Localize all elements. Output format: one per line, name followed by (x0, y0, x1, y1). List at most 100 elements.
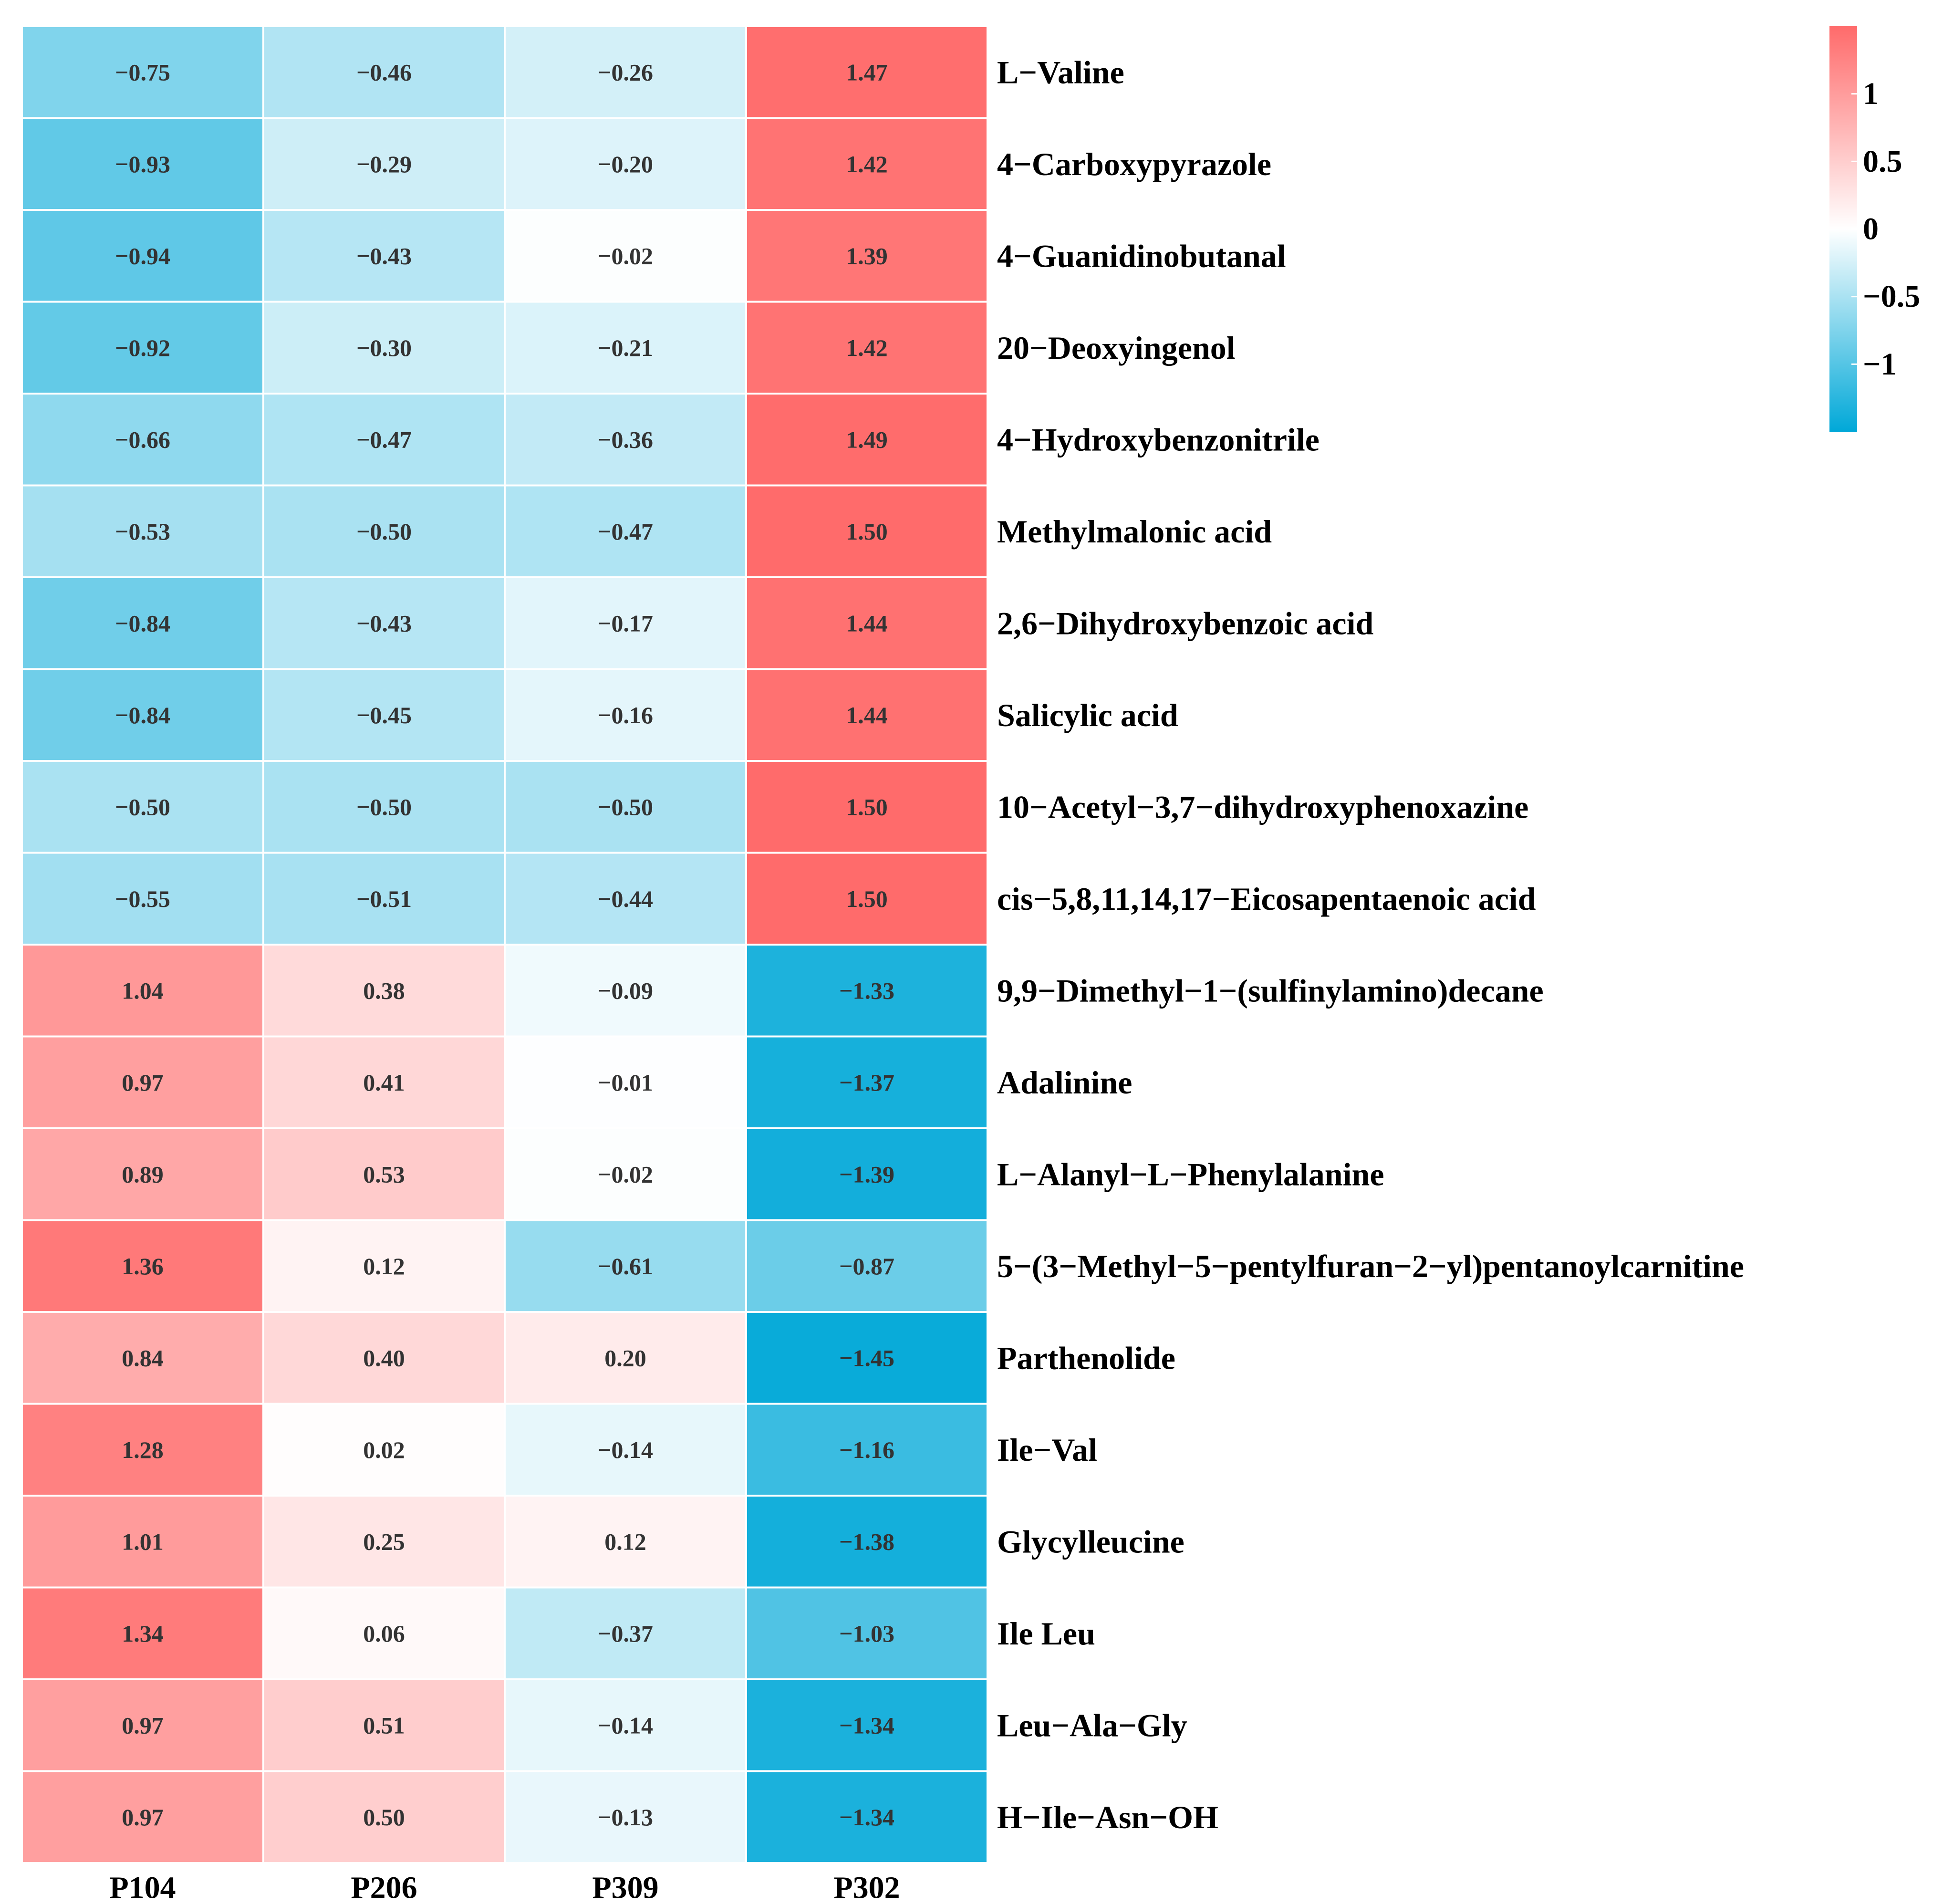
heatmap-cell (504, 1035, 747, 1129)
legend-tick-label: −0.5 (1863, 279, 1920, 314)
legend-tick-label: 0.5 (1863, 144, 1902, 179)
cell-value-label: 0.25 (363, 1528, 405, 1555)
heatmap-cell (262, 393, 506, 487)
heatmap-cell (745, 117, 988, 211)
heatmap-cell (745, 209, 988, 303)
heatmap-cell (504, 393, 747, 487)
row-label: Ile−Val (997, 1432, 1097, 1468)
cell-value-label: −0.84 (115, 610, 170, 636)
cell-value-label: −0.45 (356, 702, 412, 728)
cell-value-label: 1.50 (846, 885, 888, 912)
cell-value-label: 0.50 (363, 1804, 405, 1831)
heatmap-cell (262, 1219, 506, 1313)
cell-value-label: −0.21 (598, 334, 653, 361)
cell-value-label: 1.28 (122, 1436, 164, 1463)
cell-value-label: 0.53 (363, 1161, 405, 1187)
cell-value-label: −0.50 (356, 518, 412, 545)
heatmap-cell (21, 484, 264, 578)
row-label: Salicylic acid (997, 697, 1178, 733)
row-labels: L−Valine 4−Carboxypyrazole 4−Guanidinobuta… (997, 54, 1744, 1835)
row-label: L−Alanyl−L−Phenylalanine (997, 1156, 1384, 1192)
row-label: Adalinine (997, 1064, 1132, 1101)
heatmap-cell (504, 1311, 747, 1405)
heatmap-cell (262, 1770, 506, 1864)
cell-value-label: −0.37 (598, 1620, 653, 1647)
cell-value-label: −0.47 (598, 518, 653, 545)
row-label: Parthenolide (997, 1340, 1175, 1376)
heatmap-cell (504, 944, 747, 1038)
cell-value-label: −0.93 (115, 151, 170, 177)
row-label: 5−(3−Methyl−5−pentylfuran−2−yl)pentanoyl… (997, 1248, 1744, 1284)
column-label: P302 (833, 1871, 900, 1904)
cell-value-label: −0.16 (598, 702, 653, 728)
row-label: 4−Carboxypyrazole (997, 146, 1271, 182)
cell-value-label: −0.53 (115, 518, 170, 545)
row-label: 4−Guanidinobutanal (997, 238, 1286, 274)
row-label: Methylmalonic acid (997, 513, 1272, 550)
cell-value-label: −0.17 (598, 610, 653, 636)
cell-value-label: 1.36 (122, 1253, 164, 1280)
row-label: 9,9−Dimethyl−1−(sulfinylamino)decane (997, 972, 1544, 1009)
column-label: P206 (351, 1871, 417, 1904)
cell-value-label: 1.44 (846, 610, 888, 636)
heatmap-cell (262, 1035, 506, 1129)
cell-value-label: 0.84 (122, 1344, 164, 1371)
heatmap-cell (504, 576, 747, 670)
cell-value-label: −0.01 (598, 1069, 653, 1096)
heatmap-cell (745, 25, 988, 119)
heatmap-cell (745, 484, 988, 578)
cell-value-label: 1.42 (846, 334, 888, 361)
cell-value-label: 1.50 (846, 793, 888, 820)
cell-value-label: −0.75 (115, 59, 170, 85)
heatmap-cell (745, 1678, 988, 1772)
heatmap-cell (262, 1586, 506, 1680)
cell-value-label: −1.34 (839, 1804, 894, 1831)
row-label: 20−Deoxyingenol (997, 330, 1236, 366)
cell-value-label: −0.47 (356, 426, 412, 453)
heatmap-cell (745, 393, 988, 487)
cell-value-label: −0.29 (356, 151, 412, 177)
row-label: 2,6−Dihydroxybenzoic acid (997, 605, 1373, 641)
heatmap-cell (262, 1678, 506, 1772)
heatmap-cell (21, 1403, 264, 1497)
cell-value-label: −0.46 (356, 59, 412, 85)
heatmap-cell (21, 1035, 264, 1129)
cell-value-label: −1.34 (839, 1712, 894, 1738)
legend-tick-label: −1 (1863, 347, 1897, 382)
cell-value-label: 1.47 (846, 59, 888, 85)
heatmap-cell (504, 484, 747, 578)
cell-value-label: 0.40 (363, 1344, 405, 1371)
heatmap-cell (745, 760, 988, 854)
cell-value-label: 0.12 (604, 1528, 646, 1555)
column-labels: P104 P206 P309 P302 (109, 1871, 900, 1904)
cell-value-label: −1.38 (839, 1528, 894, 1555)
cell-value-label: 0.38 (363, 977, 405, 1004)
cell-value-label: 1.44 (846, 702, 888, 728)
heatmap-cell (262, 852, 506, 946)
cell-value-label: −0.09 (598, 977, 653, 1004)
cell-value-label: −0.30 (356, 334, 412, 361)
cell-value-label: −0.84 (115, 702, 170, 728)
row-label: 10−Acetyl−3,7−dihydroxyphenoxazine (997, 789, 1528, 825)
cell-value-label: −0.26 (598, 59, 653, 85)
column-label: P309 (592, 1871, 658, 1904)
heatmap-cell (745, 301, 988, 395)
heatmap-cell (262, 1495, 506, 1589)
heatmap-cell (262, 944, 506, 1038)
cell-value-label: 0.51 (363, 1712, 405, 1738)
heatmap-cell (745, 1495, 988, 1589)
cell-value-label: −0.50 (598, 793, 653, 820)
row-label: H−Ile−Asn−OH (997, 1799, 1218, 1835)
cell-value-label: −0.36 (598, 426, 653, 453)
heatmap-cell (504, 1219, 747, 1313)
heatmap-cell (262, 117, 506, 211)
heatmap-cell (21, 1127, 264, 1221)
row-label: L−Valine (997, 54, 1124, 90)
cell-value-label: 0.02 (363, 1436, 405, 1463)
cell-value-label: 1.39 (846, 242, 888, 269)
heatmap-cell (745, 1127, 988, 1221)
heatmap-cell (745, 944, 988, 1038)
heatmap-cell (504, 1127, 747, 1221)
cell-value-label: −0.50 (356, 793, 412, 820)
